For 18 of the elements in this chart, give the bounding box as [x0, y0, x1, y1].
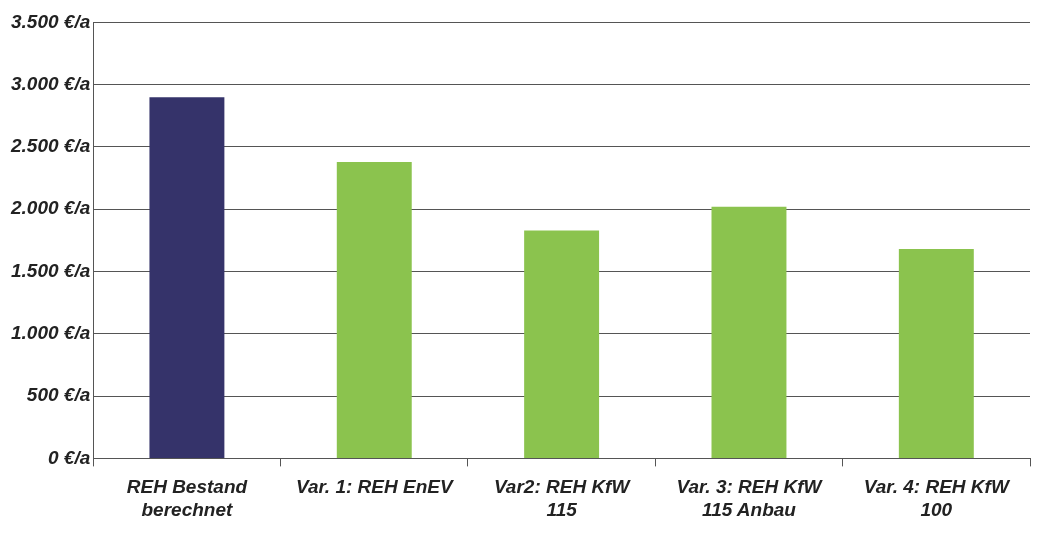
bar	[149, 97, 225, 458]
x-tick-label: Var2: REH KfW 115	[493, 476, 632, 520]
bar	[336, 161, 412, 458]
y-tick-label: 0 €/a	[47, 446, 91, 468]
y-tick-label: 500 €/a	[26, 384, 91, 406]
bar	[524, 230, 600, 458]
x-tick-label: Var. 4: REH KfW 100	[863, 476, 1011, 520]
y-tick-label: 3.000 €/a	[10, 72, 91, 94]
y-tick-label: 1.500 €/a	[10, 259, 91, 281]
bar	[898, 249, 974, 458]
y-tick-label: 2.000 €/a	[9, 197, 91, 219]
y-tick-label: 2.500 €/a	[9, 135, 91, 157]
bar	[711, 206, 787, 458]
y-tick-label: 3.500 €/a	[10, 10, 91, 32]
x-tick-label: REH Bestand berechnet	[126, 476, 248, 520]
x-tick-label: Var. 3: REH KfW 115 Anbau	[676, 476, 824, 520]
x-tick-label: Var. 1: REH EnEV	[295, 476, 454, 498]
y-tick-label: 1.000 €/a	[10, 322, 91, 344]
